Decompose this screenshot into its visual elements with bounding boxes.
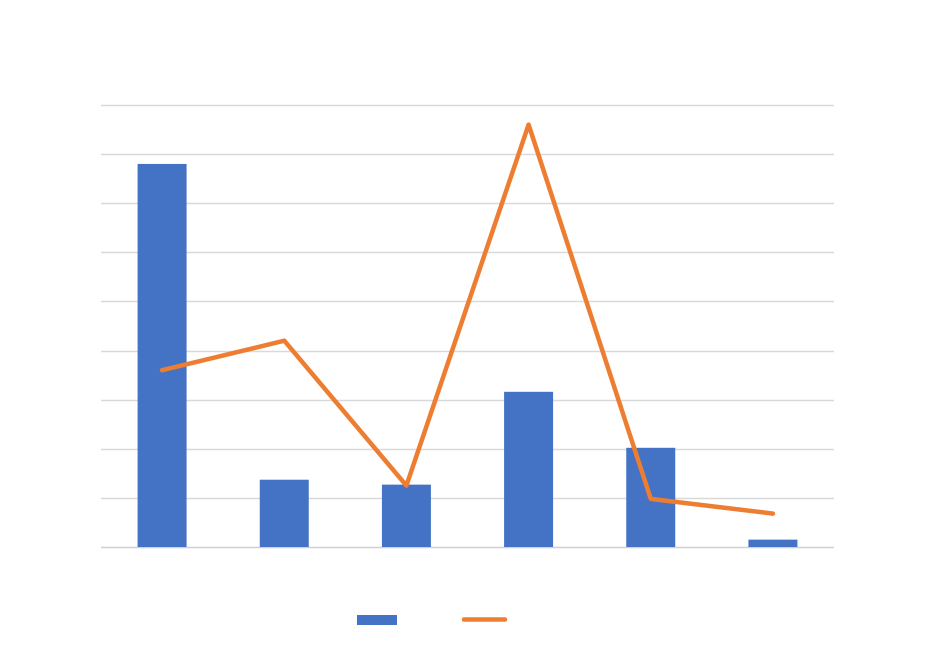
legend: [357, 615, 508, 625]
gridlines: [101, 104, 834, 549]
legend-bar-swatch: [357, 615, 397, 625]
series-line: [159, 122, 776, 516]
bar: [381, 484, 431, 547]
bar-series: [137, 163, 798, 547]
bar: [748, 539, 798, 547]
bar: [137, 163, 187, 547]
bar: [504, 391, 554, 547]
line-series: [159, 122, 776, 516]
bar: [259, 479, 309, 547]
